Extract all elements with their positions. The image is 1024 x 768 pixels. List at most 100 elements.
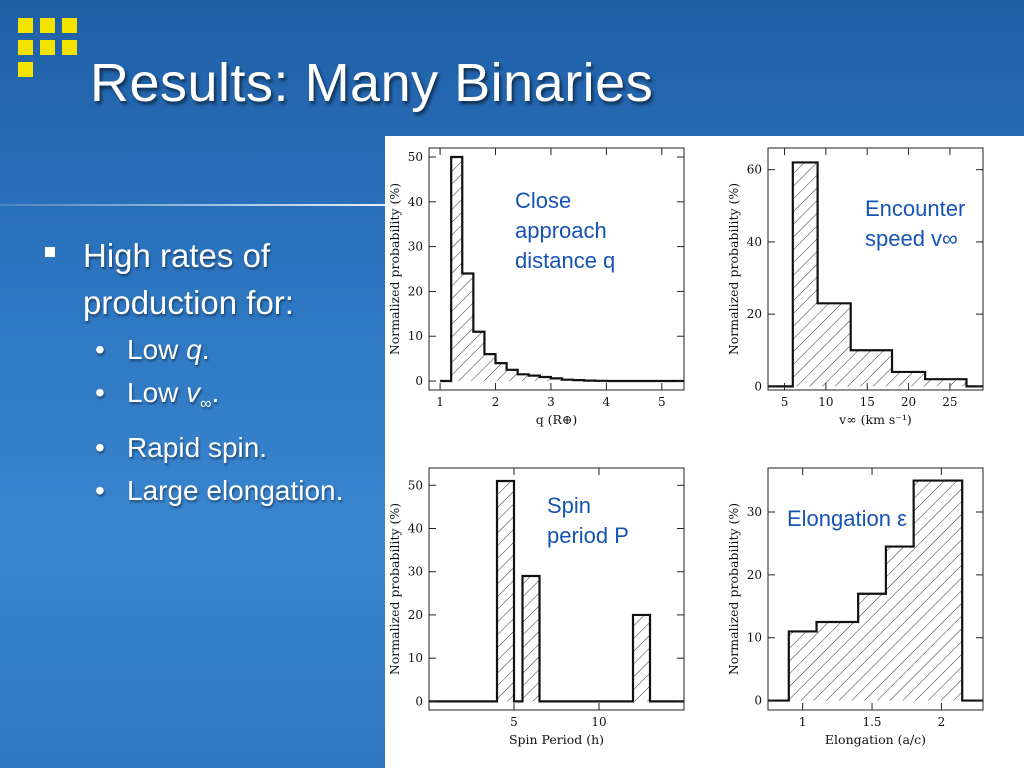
dot-bullet-icon: • [95,334,105,365]
x-axis-label: q (R⊕) [536,412,578,427]
histogram-bar [913,480,942,701]
y-tick-label: 30 [747,505,762,519]
histogram-bar [506,369,518,382]
y-tick-label: 30 [408,240,423,254]
histogram-bar [528,375,540,382]
histogram-bar [462,273,474,382]
y-tick-label: 10 [408,651,423,665]
y-tick-label: 0 [754,694,762,708]
histogram-bar [941,480,963,701]
x-tick-label: 1 [436,395,444,409]
plot-frame [428,467,685,711]
x-axis-label: v∞ (km s⁻¹) [838,412,912,427]
histogram-3: 0 10 20 30 40 50 5 10 Spin Period (h) Normalized … [387,467,685,747]
slide-title: Results: Many Binaries [90,53,654,113]
plot-frame [767,467,984,711]
chart-annotation: distance q [515,248,615,273]
bullet-item: High rates of production for: [45,232,375,326]
y-tick-label: 0 [415,694,423,708]
title-divider [0,204,385,206]
histogram-outline [768,479,983,702]
y-axis-label: Normalized probability (%) [726,183,741,355]
sub-item-text: Low [127,377,187,408]
y-tick-label: 50 [408,478,423,492]
sub-bullet-list: • Low q. • Low v∞. • Rapid spin. • Large elo… [45,328,375,512]
y-tick-label: 20 [747,568,762,582]
x-axis-label: Elongation (a/c) [825,732,926,747]
x-axis-label: Spin Period (h) [509,732,604,747]
bullet-text: High rates of production for: [83,237,294,321]
histogram-bar [925,379,967,387]
y-axis-label: Normalized probability (%) [387,503,402,675]
histogram-2: 0 20 40 60 5 10 15 20 25 v∞ (km s⁻¹) Normalized pr… [726,147,984,427]
plot-frame [767,147,984,391]
sub-item-var: v [186,377,201,408]
sub-item-text: Low [127,334,187,365]
sub-item-subscript: ∞ [200,395,212,413]
y-tick-label: 40 [747,235,762,249]
x-tick-label: 25 [942,395,957,409]
logo-squares-icon [18,18,88,88]
dot-bullet-icon: • [95,474,105,506]
y-tick-label: 20 [747,307,762,321]
histogram-bar [473,331,485,382]
y-tick-label: 50 [408,150,423,164]
y-tick-label: 10 [408,329,423,343]
histogram-outline [440,155,684,383]
y-tick-label: 30 [408,565,423,579]
histogram-bar [892,371,926,387]
histogram-4: 0 10 20 30 1 1.5 2 Elongation (a/c) Normalized p… [726,467,984,747]
sub-item-suffix: . [201,334,210,365]
x-tick-label: 4 [603,395,611,409]
y-tick-label: 20 [408,608,423,622]
chart-annotation: Close [515,188,571,213]
y-tick-label: 60 [747,163,762,177]
x-tick-label: 15 [860,395,875,409]
histogram-bar [817,303,851,387]
square-bullet-icon [45,247,55,257]
y-tick-label: 0 [415,374,423,388]
histogram-bar [858,593,886,701]
x-tick-label: 5 [658,395,666,409]
sub-item-text: Large elongation. [127,474,344,506]
histogram-bar [495,363,507,382]
histogram-1: 0 10 20 30 40 50 1 2 3 4 5 q (R⊕) Normalized probabi… [387,147,685,427]
x-tick-label: 3 [547,395,555,409]
chart-annotation: Encounter [865,196,965,221]
chart-annotation: Elongation ε [787,506,907,531]
histogram-bar [792,162,818,387]
histogram-outline [768,161,983,388]
sub-item: • Low v∞. [85,371,375,426]
x-tick-label: 2 [492,395,500,409]
y-axis-label: Normalized probability (%) [387,183,402,355]
chart-annotation: Spin [547,493,591,518]
histogram-bar [497,480,514,702]
histogram-bar [885,546,914,701]
plot-frame [428,147,685,391]
chart-annotation: speed v∞ [865,226,958,251]
x-tick-label: 10 [591,715,606,729]
sub-item-var: q [186,334,202,365]
sub-item: • Low q. [85,328,375,371]
y-tick-label: 0 [754,379,762,393]
histogram-outline [429,479,684,703]
histogram-bar [522,576,540,702]
x-tick-label: 1.5 [862,715,881,729]
histogram-bar [451,156,463,382]
y-axis-label: Normalized probability (%) [726,503,741,675]
histogram-bar [484,354,496,382]
chart-annotation: approach [515,218,607,243]
y-tick-label: 40 [408,195,423,209]
sub-item-text: Rapid spin. [127,431,268,463]
x-tick-label: 2 [938,715,946,729]
dot-bullet-icon: • [95,431,105,463]
histogram-bar [788,631,817,701]
y-tick-label: 40 [408,522,423,536]
histogram-panel: 0 10 20 30 40 50 1 2 3 4 5 q (R⊕) Normalized probabi… [385,136,1024,768]
histogram-bar [850,350,893,387]
histogram-bar [550,378,563,382]
chart-annotation: period P [547,523,629,548]
bullet-list: High rates of production for: • Low q. • L… [45,232,375,512]
x-tick-label: 5 [781,395,789,409]
